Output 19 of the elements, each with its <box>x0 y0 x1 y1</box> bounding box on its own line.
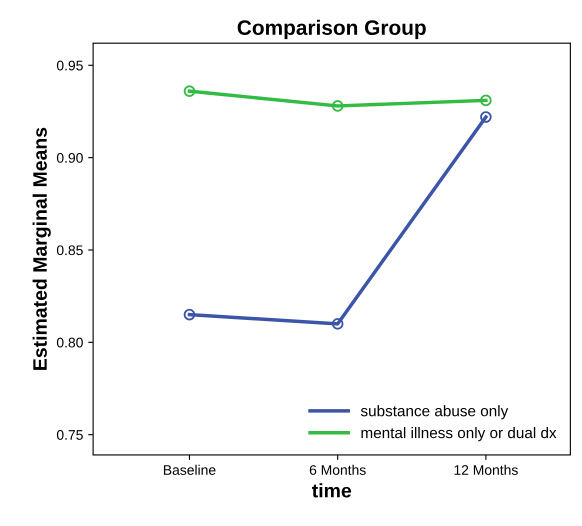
point <box>332 100 344 112</box>
x-axis-title: time <box>312 483 352 498</box>
legend-label: mental illness only or dual dx <box>361 427 556 442</box>
point <box>184 85 196 97</box>
legend-label: substance abuse only <box>360 405 508 420</box>
point <box>332 318 344 330</box>
y-tick-label: 0.95 <box>56 60 83 70</box>
y-tick-label: 0.90 <box>56 152 83 163</box>
y-tick-label: 0.80 <box>56 338 83 348</box>
x-tick-label: 12 Months <box>454 464 518 475</box>
point <box>480 111 492 123</box>
x-tick-label: Baseline <box>164 464 216 475</box>
y-axis-title: Estimated Marginal Means <box>32 128 51 370</box>
y-tick-label: 0.85 <box>56 245 83 256</box>
point <box>184 308 196 320</box>
x-tick-label: 6 Months <box>310 464 366 475</box>
chart-title: Comparison Group <box>238 20 426 40</box>
point <box>480 94 492 106</box>
y-tick-label: 0.75 <box>56 430 83 440</box>
